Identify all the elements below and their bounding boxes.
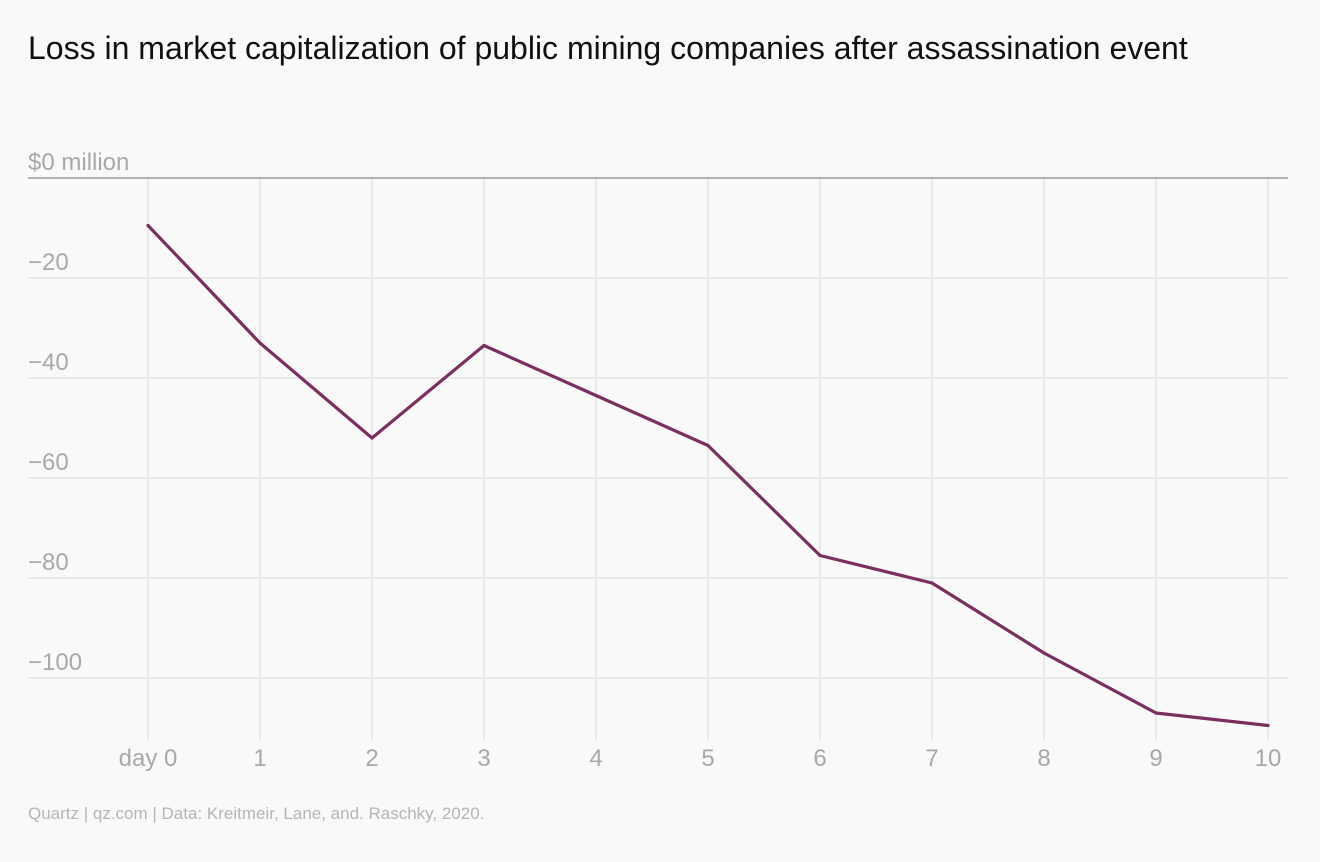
vertical-gridlines <box>147 178 1269 740</box>
data-point-8 <box>1042 651 1046 655</box>
y-tick-label-1: −20 <box>28 249 69 276</box>
y-tick-label-2: −40 <box>28 349 69 376</box>
data-point-9 <box>1154 711 1158 715</box>
data-point-4 <box>594 393 598 398</box>
y-tick-label-4: −80 <box>28 549 69 576</box>
x-tick-label-7: 7 <box>925 745 938 772</box>
x-tick-label-5: 5 <box>701 745 714 772</box>
y-axis-tick-labels: $0 million −20 −40 −60 −80 −100 <box>28 149 129 676</box>
data-point-10 <box>1266 723 1270 728</box>
horizontal-gridlines <box>28 277 1288 679</box>
x-tick-label-3: 3 <box>477 745 490 772</box>
data-point-2 <box>370 436 374 440</box>
data-point-3 <box>482 343 486 348</box>
data-point-6 <box>818 553 822 558</box>
data-point-5 <box>706 443 710 448</box>
x-tick-label-2: 2 <box>365 745 378 772</box>
x-tick-label-0: day 0 <box>119 745 178 772</box>
y-tick-label-5: −100 <box>28 649 82 676</box>
data-point-7 <box>930 581 934 585</box>
data-point-0 <box>146 223 150 228</box>
source-credit: Quartz | qz.com | Data: Kreitmeir, Lane,… <box>28 804 485 823</box>
x-tick-label-10: 10 <box>1255 745 1282 772</box>
x-tick-label-1: 1 <box>253 745 266 772</box>
x-axis-tick-labels: day 0 1 2 3 4 5 6 7 8 9 10 <box>119 745 1282 772</box>
x-tick-label-9: 9 <box>1149 745 1162 772</box>
data-point-1 <box>258 341 262 345</box>
chart-title: Loss in market capitalization of public … <box>28 30 1188 66</box>
x-tick-label-4: 4 <box>589 745 602 772</box>
x-tick-label-6: 6 <box>813 745 826 772</box>
x-tick-label-8: 8 <box>1037 745 1050 772</box>
y-tick-label-0: $0 million <box>28 149 129 176</box>
y-tick-label-3: −60 <box>28 449 69 476</box>
data-points <box>146 223 1270 728</box>
